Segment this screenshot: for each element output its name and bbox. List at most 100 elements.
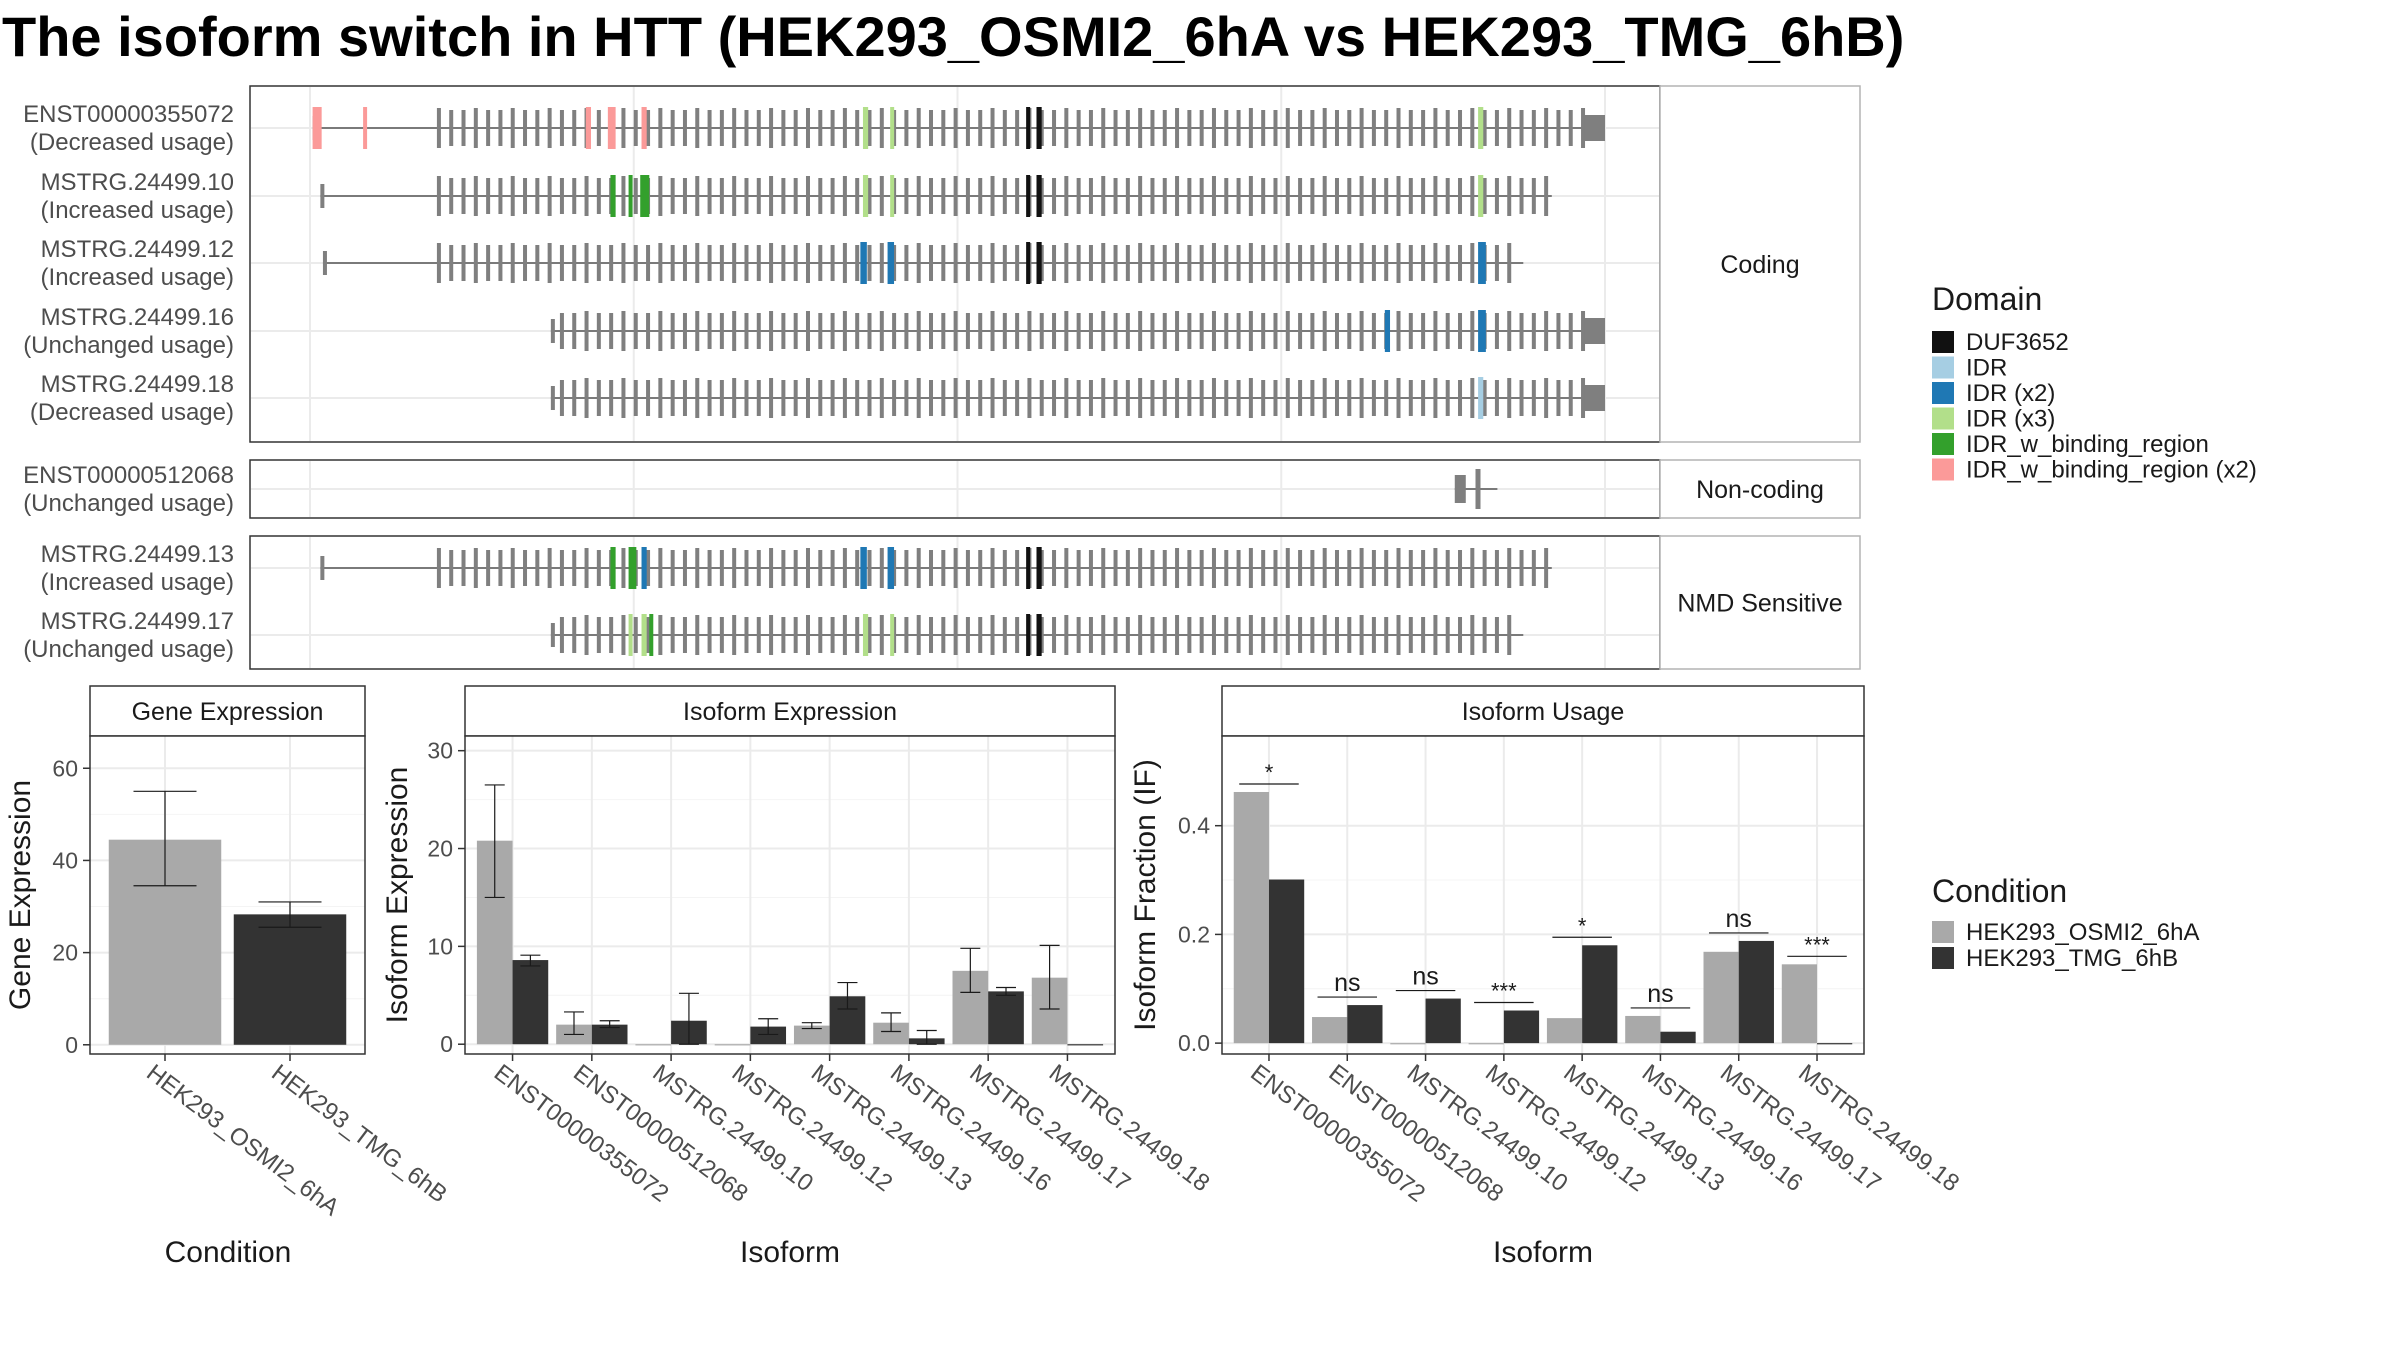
transcript-exon bbox=[1076, 550, 1081, 586]
legend-label-idr-x3: IDR (x3) bbox=[1966, 406, 2055, 433]
transcript-exon bbox=[842, 311, 847, 351]
transcript-exon bbox=[633, 178, 638, 214]
transcript-exon bbox=[1138, 176, 1143, 216]
transcript-usage-label: (Unchanged usage) bbox=[23, 636, 234, 663]
transcript-exon bbox=[633, 110, 638, 146]
transcript-exon bbox=[842, 378, 847, 418]
transcript-exon bbox=[732, 311, 737, 351]
transcript-exon bbox=[855, 380, 860, 416]
transcript-exon bbox=[1162, 550, 1167, 586]
transcript-exon bbox=[1531, 550, 1536, 586]
significance-label: *** bbox=[1804, 932, 1830, 957]
y-tick-label: 20 bbox=[52, 940, 78, 966]
transcript-exon bbox=[818, 110, 823, 146]
transcript-exon bbox=[1322, 311, 1327, 351]
transcript-exon bbox=[965, 617, 970, 653]
transcript-exon bbox=[1298, 550, 1303, 586]
transcript-exon bbox=[978, 245, 983, 281]
transcript-exon bbox=[1384, 110, 1389, 146]
condition-legend-title: Condition bbox=[1932, 873, 2067, 909]
transcript-exon bbox=[1322, 176, 1327, 216]
transcript-exon bbox=[1396, 243, 1401, 283]
transcript-usage-label: (Increased usage) bbox=[41, 197, 234, 224]
transcript-exon bbox=[596, 313, 601, 349]
transcript-exon bbox=[769, 243, 774, 283]
domain-idr-x3 bbox=[890, 175, 895, 217]
transcript-exon bbox=[1002, 245, 1007, 281]
domain-idr-x2 bbox=[860, 547, 867, 589]
transcript-exon bbox=[486, 178, 491, 214]
transcript-exon bbox=[559, 550, 564, 586]
domain-idr-x3 bbox=[1478, 175, 1484, 217]
transcript-exon bbox=[1175, 311, 1180, 351]
transcript-exon bbox=[1408, 178, 1413, 214]
transcript-exon bbox=[621, 311, 626, 351]
y-axis-title: Gene Expression bbox=[4, 780, 37, 1010]
transcript-exon bbox=[473, 243, 478, 283]
transcript-exon bbox=[1273, 617, 1278, 653]
transcript-exon bbox=[621, 378, 626, 418]
y-axis-title: Isoform Fraction (IF) bbox=[1129, 759, 1162, 1031]
y-tick-label: 0.4 bbox=[1178, 813, 1210, 839]
transcript-exon bbox=[818, 178, 823, 214]
transcript-exon bbox=[892, 245, 897, 281]
transcript-exon bbox=[436, 176, 441, 216]
transcript-exon bbox=[658, 108, 663, 148]
bar-mstrg-24499-13-hek293-tmg-6hb bbox=[1582, 945, 1618, 1044]
transcript-exon bbox=[1150, 313, 1155, 349]
transcript-exon bbox=[978, 313, 983, 349]
transcript-exon bbox=[707, 550, 712, 586]
transcript-exon bbox=[1162, 617, 1167, 653]
domain-idr-x3 bbox=[641, 614, 647, 656]
bar-mstrg-24499-17-hek293-tmg-6hb bbox=[1738, 940, 1774, 1044]
transcript-exon bbox=[682, 380, 687, 416]
transcript-exon bbox=[559, 617, 564, 653]
transcript-exon bbox=[879, 548, 884, 588]
transcript-exon bbox=[1273, 110, 1278, 146]
transcript-exon bbox=[1285, 548, 1290, 588]
transcript-exon bbox=[1359, 311, 1364, 351]
transcript-exon bbox=[1371, 313, 1376, 349]
transcript-exon bbox=[719, 313, 724, 349]
transcript-exon bbox=[1224, 550, 1229, 586]
transcript-exon bbox=[695, 311, 700, 351]
transcript-exon bbox=[584, 615, 589, 655]
transcript-exon bbox=[1421, 245, 1426, 281]
transcript-exon bbox=[732, 615, 737, 655]
transcript-exon bbox=[1310, 245, 1315, 281]
transcript-exon bbox=[621, 548, 626, 588]
transcript-exon bbox=[781, 380, 786, 416]
transcript-exon bbox=[990, 108, 995, 148]
bar-enst00000512068-hek293-osmi2-6ha bbox=[1312, 1017, 1348, 1044]
transcript-usage-label: (Unchanged usage) bbox=[23, 332, 234, 359]
domain-idr-x3 bbox=[628, 614, 633, 656]
transcript-exon bbox=[535, 110, 540, 146]
y-tick-label: 10 bbox=[427, 933, 453, 959]
transcript-exon bbox=[646, 550, 651, 586]
domain-idr-w-binding-region bbox=[610, 175, 616, 217]
transcript-exon bbox=[510, 243, 515, 283]
transcript-exon bbox=[609, 245, 614, 281]
transcript-exon bbox=[1347, 313, 1352, 349]
transcript-exon bbox=[1187, 313, 1192, 349]
transcript-exon bbox=[732, 108, 737, 148]
transcript-exon bbox=[929, 313, 934, 349]
transcript-exon bbox=[559, 178, 564, 214]
transcript-exon bbox=[449, 178, 454, 214]
transcript-exon bbox=[818, 313, 823, 349]
transcript-exon bbox=[916, 615, 921, 655]
transcript-exon bbox=[916, 548, 921, 588]
domain-duf3652 bbox=[1036, 242, 1042, 284]
transcript-exon bbox=[805, 311, 810, 351]
transcript-exon bbox=[1273, 178, 1278, 214]
domain-idr-x3 bbox=[862, 175, 869, 217]
transcript-exon bbox=[1236, 550, 1241, 586]
transcript-exon bbox=[1113, 550, 1118, 586]
legend-swatch-condition bbox=[1932, 947, 1954, 969]
transcript-exon bbox=[1015, 245, 1020, 281]
transcript-exon bbox=[1187, 617, 1192, 653]
transcript-exon bbox=[904, 178, 909, 214]
transcript-exon bbox=[682, 110, 687, 146]
transcript-exon bbox=[498, 110, 503, 146]
